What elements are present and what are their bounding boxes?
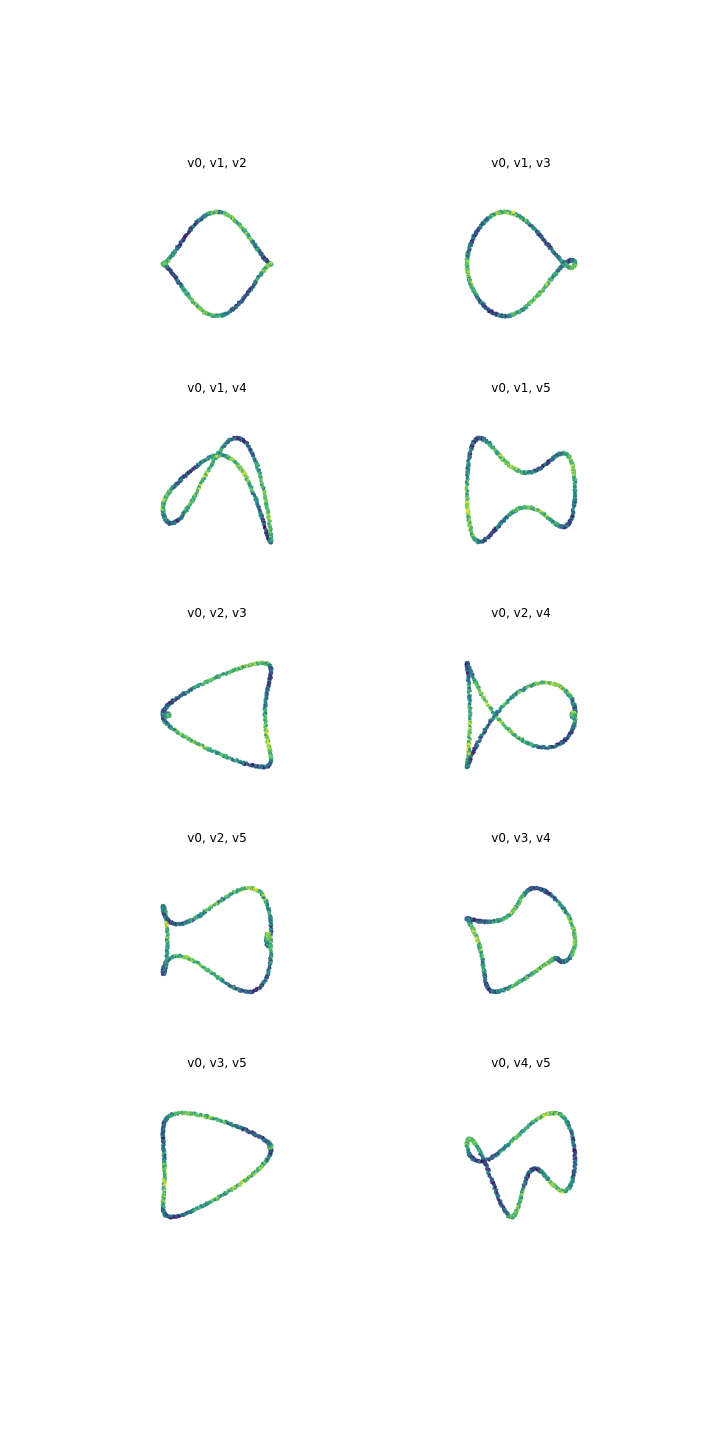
- data-point: [222, 672, 226, 676]
- projection-panel-3: v0, v1, v4: [160, 381, 274, 545]
- projection-panel-2: v0, v1, v3: [464, 156, 578, 319]
- data-point: [230, 758, 234, 762]
- point-cloud: [464, 435, 578, 545]
- projection-panel-1: v0, v1, v2: [160, 156, 274, 319]
- point-cloud: [464, 209, 578, 319]
- point-cloud: [160, 660, 274, 770]
- point-cloud: [160, 435, 274, 545]
- data-point: [467, 456, 471, 460]
- data-point: [179, 284, 183, 288]
- data-point: [214, 210, 218, 214]
- data-point: [263, 502, 267, 506]
- projection-panel-5: v0, v2, v3: [160, 606, 274, 770]
- data-point: [518, 505, 522, 509]
- panel-title: v0, v1, v2: [187, 156, 246, 170]
- data-point: [218, 675, 222, 679]
- data-point: [239, 465, 243, 469]
- panel-title: v0, v1, v3: [491, 156, 550, 170]
- data-point: [572, 485, 576, 489]
- panel-title: v0, v1, v5: [491, 381, 550, 395]
- data-point: [465, 500, 469, 504]
- point-cloud: [160, 209, 274, 319]
- data-point: [215, 454, 219, 458]
- data-point: [518, 309, 522, 313]
- data-point: [571, 514, 575, 518]
- panel-title: v0, v1, v4: [187, 381, 246, 395]
- panel-title: v0, v2, v3: [187, 606, 246, 620]
- data-point: [465, 473, 469, 477]
- data-point: [467, 512, 471, 516]
- projection-panel-4: v0, v1, v5: [464, 381, 578, 545]
